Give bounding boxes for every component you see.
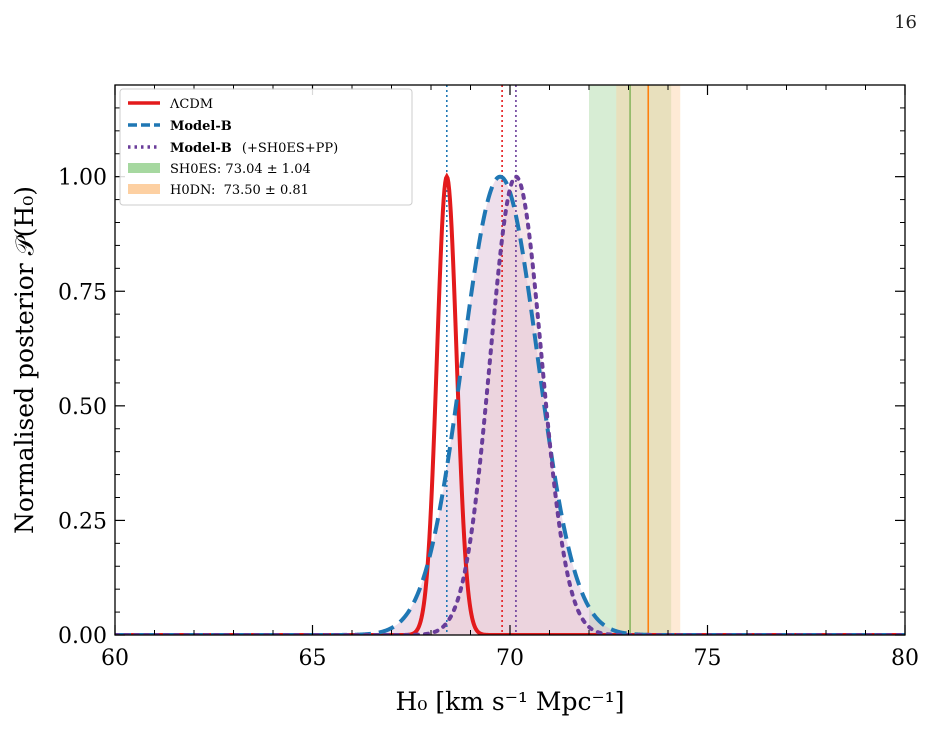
legend-label-model-b: Model-B: [170, 119, 232, 134]
legend-label-h0dn: H0DN: 73.50 ± 0.81: [170, 183, 309, 198]
legend-label-model-b-plus-suffix: (+SH0ES+PP): [242, 141, 338, 156]
legend-box: [119, 88, 413, 206]
x-axis-label: H₀ [km s⁻¹ Mpc⁻¹]: [396, 687, 625, 716]
posterior-fill-1: [115, 176, 905, 635]
legend-swatch-h0dn: [128, 184, 160, 194]
y-tick-label: 1.00: [58, 166, 107, 191]
x-tick-label: 70: [496, 646, 524, 671]
x-tick-label: 80: [891, 646, 919, 671]
legend-label-model-b-plus: Model-B (+SH0ES+PP): [170, 141, 338, 156]
axis-ticks: 60 65 70 75 80 0.00 0.25 0.50 0.75 1.00: [58, 85, 919, 671]
x-tick-label: 65: [299, 646, 327, 671]
y-axis-label: Normalised posterior 𝒫(H₀): [10, 186, 39, 534]
y-tick-label: 0.25: [58, 509, 107, 534]
legend-label-lcdm: ΛCDM: [169, 97, 213, 112]
y-tick-label: 0.00: [58, 624, 107, 649]
x-tick-label: 75: [694, 646, 722, 671]
page-number: 16: [894, 12, 917, 33]
posterior-curves: [115, 172, 905, 635]
legend: ΛCDM Model-B Model-B (+SH0ES+PP) SH0ES: …: [119, 88, 413, 206]
legend-label-model-b-plus-bold: Model-B: [170, 141, 232, 156]
posterior-fills: [115, 176, 905, 635]
posterior-fill-2: [115, 176, 905, 635]
y-tick-label: 0.75: [58, 280, 107, 305]
legend-swatch-shoes: [128, 163, 160, 173]
x-tick-label: 60: [101, 646, 129, 671]
legend-label-shoes: SH0ES: 73.04 ± 1.04: [170, 162, 311, 177]
y-tick-label: 0.50: [58, 395, 107, 420]
measurement-bands: [589, 85, 681, 635]
